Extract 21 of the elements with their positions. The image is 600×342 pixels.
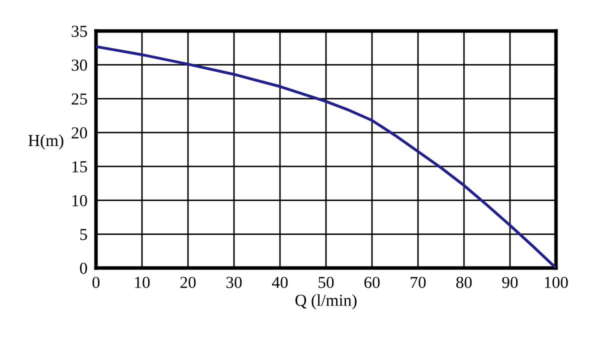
x-tick-label: 0 [92,276,100,288]
x-tick-label: 100 [544,276,568,288]
y-tick-label: 15 [72,161,88,172]
x-tick-label: 70 [410,276,426,288]
x-tick-label: 20 [180,276,196,288]
x-tick-label: 10 [135,276,150,288]
x-tick-label: 90 [502,276,518,288]
y-axis-title: H(m) [28,134,64,150]
x-tick-label: 40 [272,276,288,288]
y-tick-label: 20 [72,127,88,139]
x-axis-title: Q (l/min) [295,294,357,310]
y-tick-label: 35 [72,26,88,37]
y-tick-label: 30 [72,60,88,71]
y-tick-label: 0 [80,262,88,274]
x-tick-label: 50 [318,276,334,288]
y-tick-label: 5 [80,229,88,240]
x-tick-label: 60 [364,276,380,288]
x-tick-label: 30 [226,276,242,288]
x-tick-label: 80 [456,276,472,288]
y-tick-label: 25 [72,93,88,105]
y-tick-label: 10 [72,194,88,206]
